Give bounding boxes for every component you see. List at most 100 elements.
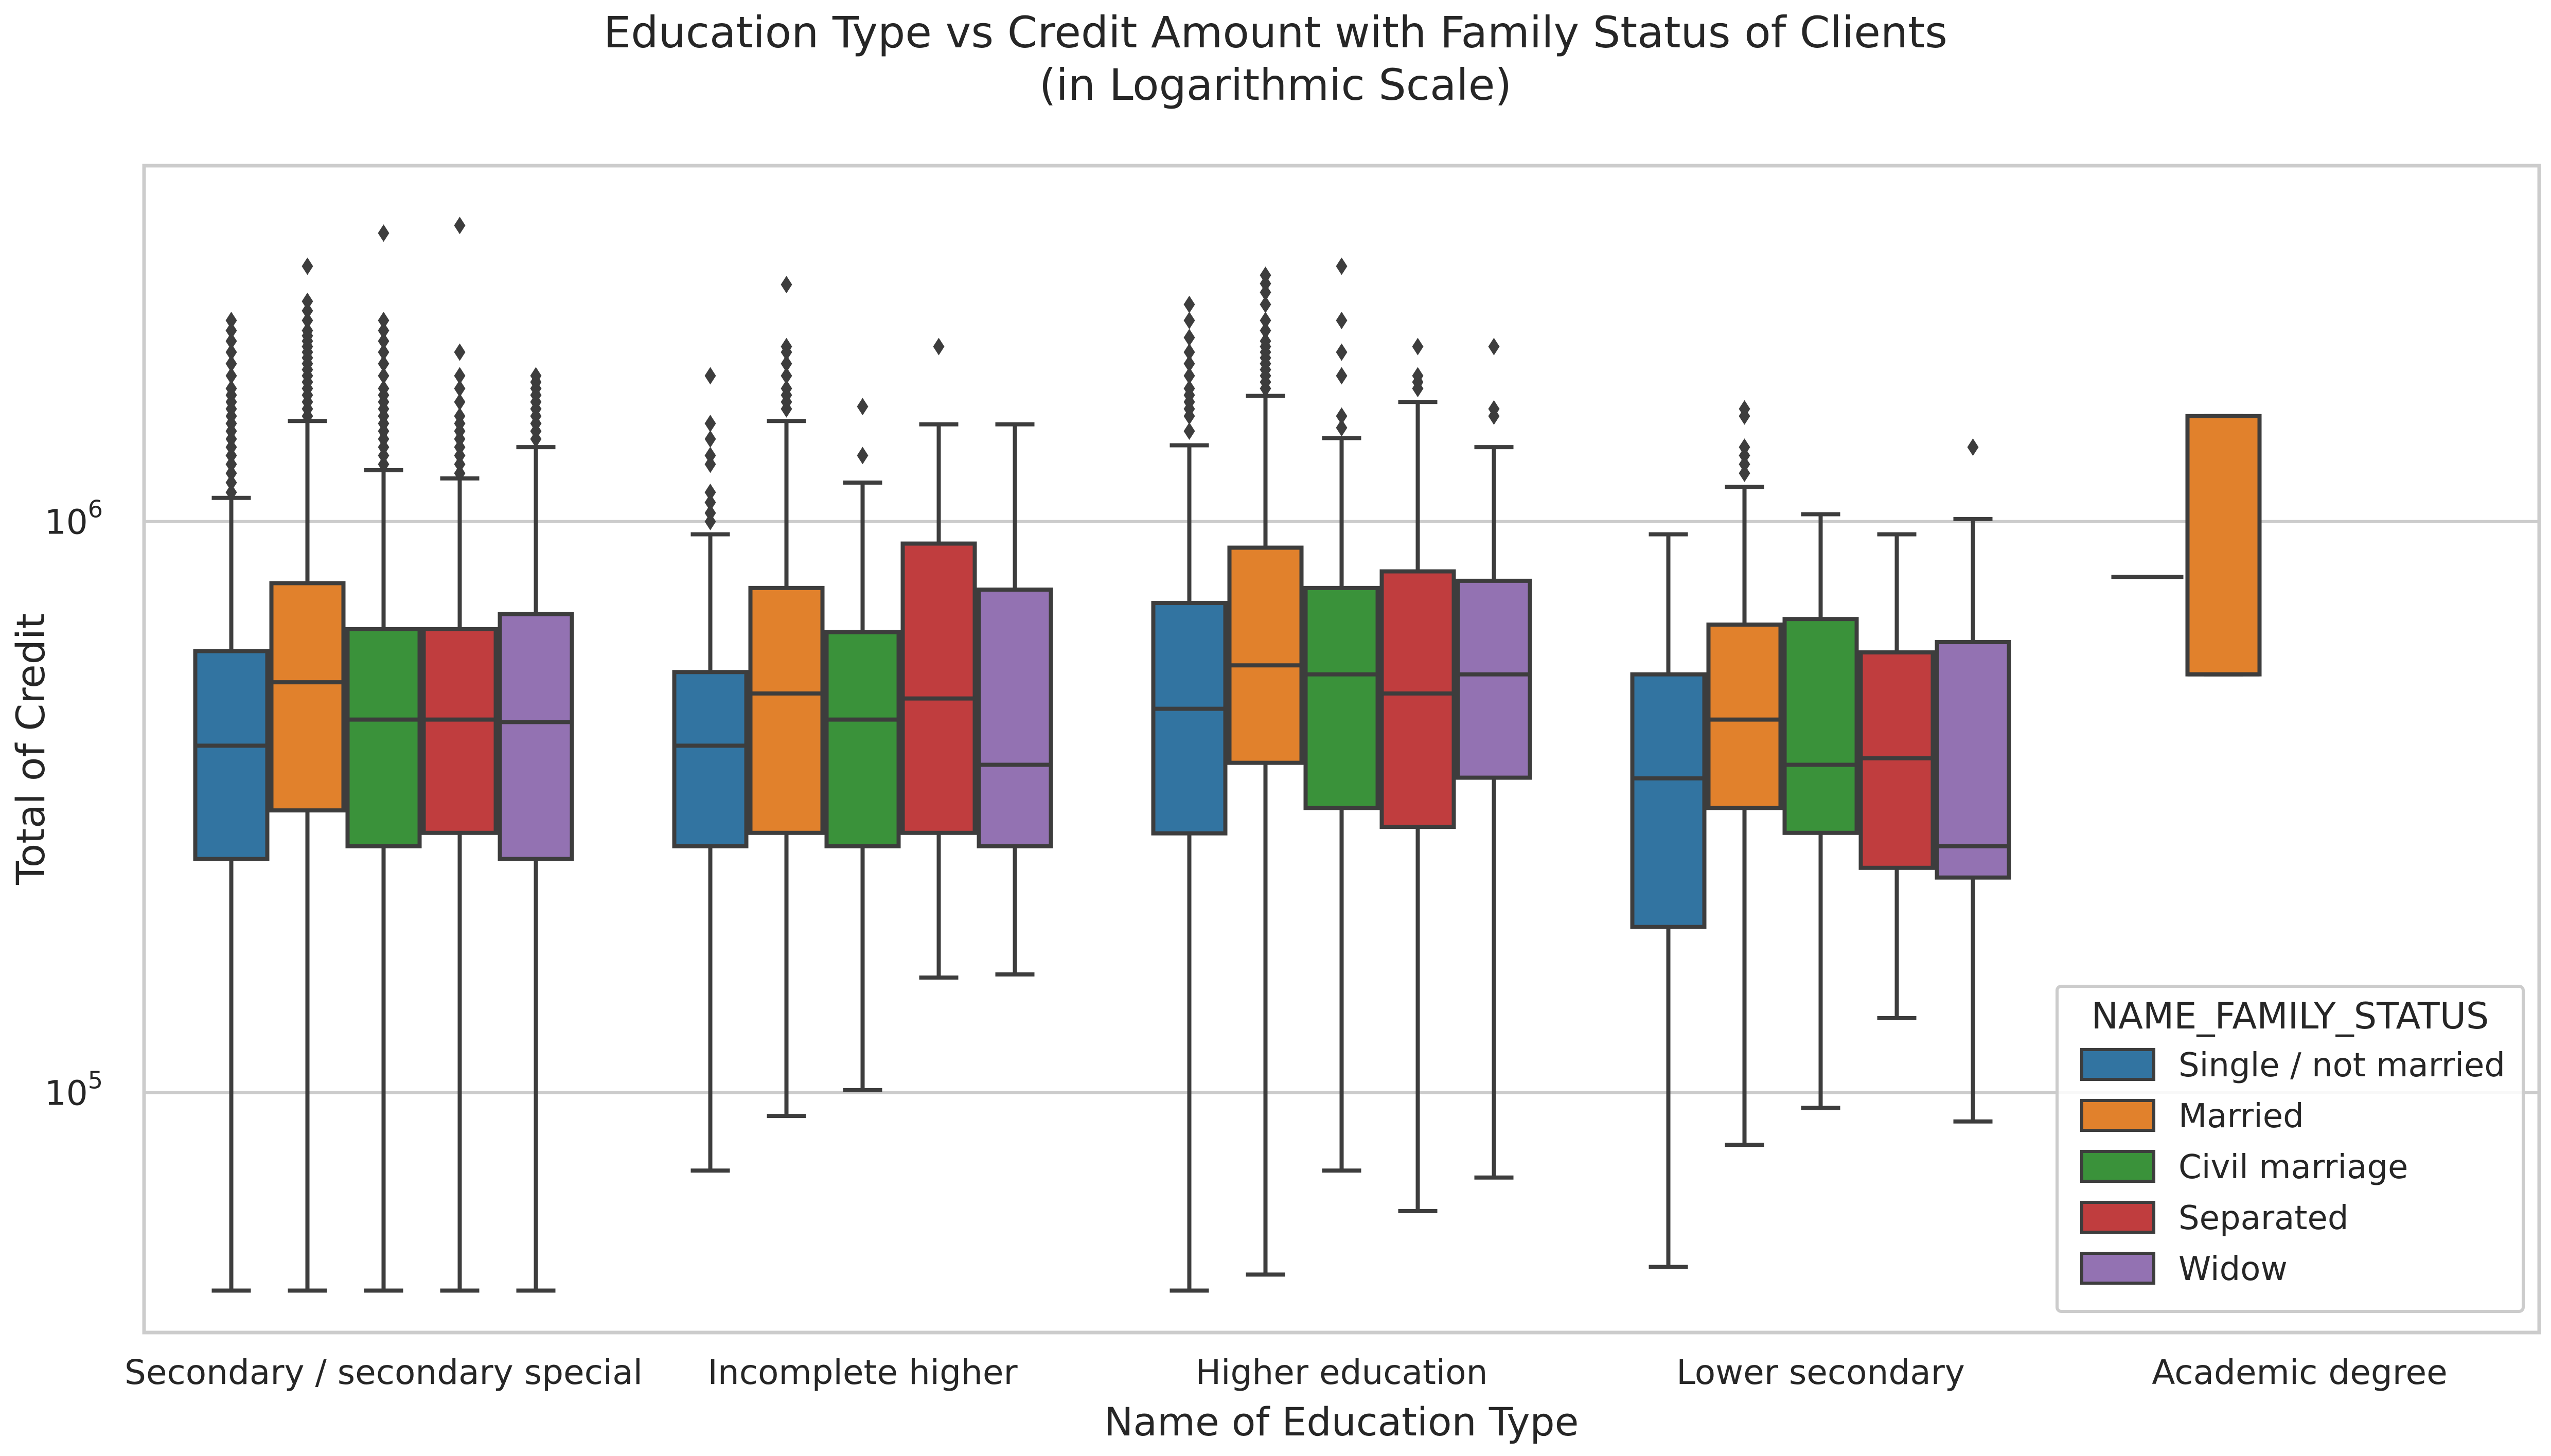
box-group — [1782, 512, 1859, 1110]
box-iqr — [1227, 545, 1304, 765]
outlier-point — [1739, 438, 1750, 456]
outlier-point — [704, 447, 716, 465]
outlier-point — [1336, 311, 1348, 329]
outlier-point — [454, 380, 466, 398]
outlier-point — [378, 224, 389, 242]
chart-subtitle: (in Logarithmic Scale) — [1039, 60, 1512, 110]
outlier-point — [454, 367, 466, 385]
box-group — [2185, 414, 2262, 677]
legend-label: Married — [2178, 1097, 2304, 1135]
outlier-point — [1488, 400, 1500, 418]
outlier-point — [1260, 266, 1271, 284]
outlier-point — [454, 464, 466, 482]
x-tick-label: Higher education — [1196, 1353, 1488, 1392]
outlier-point — [378, 343, 389, 361]
outlier-point — [1260, 295, 1271, 313]
box-group — [824, 398, 901, 1092]
legend-frame — [2056, 985, 2525, 1313]
outlier-point — [704, 504, 716, 522]
outlier-point — [302, 292, 313, 310]
box-group — [1706, 400, 1783, 1147]
box-iqr — [672, 670, 749, 848]
legend-label: Civil marriage — [2178, 1148, 2408, 1186]
outlier-point — [225, 474, 237, 492]
outlier-point — [781, 338, 792, 356]
x-tick-label: Lower secondary — [1676, 1353, 1965, 1392]
outlier-point — [378, 367, 389, 385]
outlier-point — [1336, 419, 1348, 437]
box-layer — [193, 217, 2262, 1293]
outlier-point — [781, 367, 792, 385]
box-group — [1151, 295, 1228, 1293]
outlier-point — [1183, 380, 1195, 398]
box-group — [1456, 338, 1532, 1180]
outlier-point — [225, 332, 237, 350]
box-group — [1227, 266, 1304, 1277]
outlier-point — [302, 257, 313, 275]
legend-swatch — [2080, 1201, 2155, 1234]
outlier-point — [1739, 400, 1750, 418]
outlier-point — [1739, 464, 1750, 482]
outlier-point — [857, 447, 869, 465]
box-group — [1303, 257, 1380, 1173]
outlier-point — [225, 380, 237, 398]
outlier-point — [225, 343, 237, 361]
outlier-point — [1260, 311, 1271, 329]
box-iqr — [1379, 569, 1456, 829]
legend-swatch — [2080, 1252, 2155, 1285]
outlier-point — [933, 338, 945, 356]
outlier-point — [530, 367, 542, 385]
outlier-point — [1183, 422, 1195, 440]
outlier-point — [225, 354, 237, 372]
outlier-point — [1183, 343, 1195, 361]
y-tick-label: 106 — [45, 495, 103, 542]
outlier-point — [1967, 438, 1979, 456]
box-group — [269, 257, 346, 1293]
axis-layer: 105 106 Secondary / secondary special Incom… — [45, 495, 2448, 1392]
box-group — [1630, 532, 1707, 1269]
box-group — [1935, 438, 2011, 1124]
outlier-point — [781, 380, 792, 398]
box-iqr — [1935, 640, 2011, 880]
box-group — [748, 276, 825, 1118]
outlier-point — [1336, 407, 1348, 425]
outlier-point — [1260, 322, 1271, 340]
box-group — [672, 367, 749, 1173]
box-group — [498, 367, 574, 1293]
box-iqr — [1151, 601, 1228, 836]
box-group — [345, 224, 422, 1293]
outlier-point — [857, 398, 869, 416]
outlier-point — [378, 311, 389, 329]
outlier-point — [454, 407, 466, 425]
outlier-point — [704, 430, 716, 448]
outlier-point — [302, 322, 313, 340]
box-group — [1858, 532, 1935, 1020]
outlier-point — [225, 322, 237, 340]
box-iqr — [748, 585, 825, 835]
outlier-point — [225, 367, 237, 385]
x-tick-label: Incomplete higher — [707, 1353, 1018, 1392]
outlier-point — [1412, 338, 1424, 356]
x-tick-label: Academic degree — [2152, 1353, 2447, 1392]
outlier-point — [1336, 367, 1348, 385]
outlier-point — [1183, 367, 1195, 385]
x-tick-label: Secondary / secondary special — [125, 1353, 643, 1392]
x-axis-label: Name of Education Type — [1104, 1399, 1579, 1445]
box-iqr — [498, 612, 574, 861]
outlier-point — [1488, 338, 1500, 356]
box-iqr — [824, 630, 901, 848]
outlier-point — [1412, 367, 1424, 385]
legend-swatch — [2080, 1048, 2155, 1081]
box-iqr — [421, 627, 498, 835]
box-iqr — [2185, 414, 2262, 677]
outlier-point — [704, 415, 716, 433]
outlier-point — [1260, 332, 1271, 350]
chart-title: Education Type vs Credit Amount with Fam… — [604, 7, 1947, 58]
box-group — [193, 311, 270, 1293]
box-group — [900, 338, 977, 980]
outlier-point — [704, 483, 716, 501]
box-iqr — [900, 541, 977, 835]
outlier-point — [454, 393, 466, 411]
outlier-point — [302, 311, 313, 329]
